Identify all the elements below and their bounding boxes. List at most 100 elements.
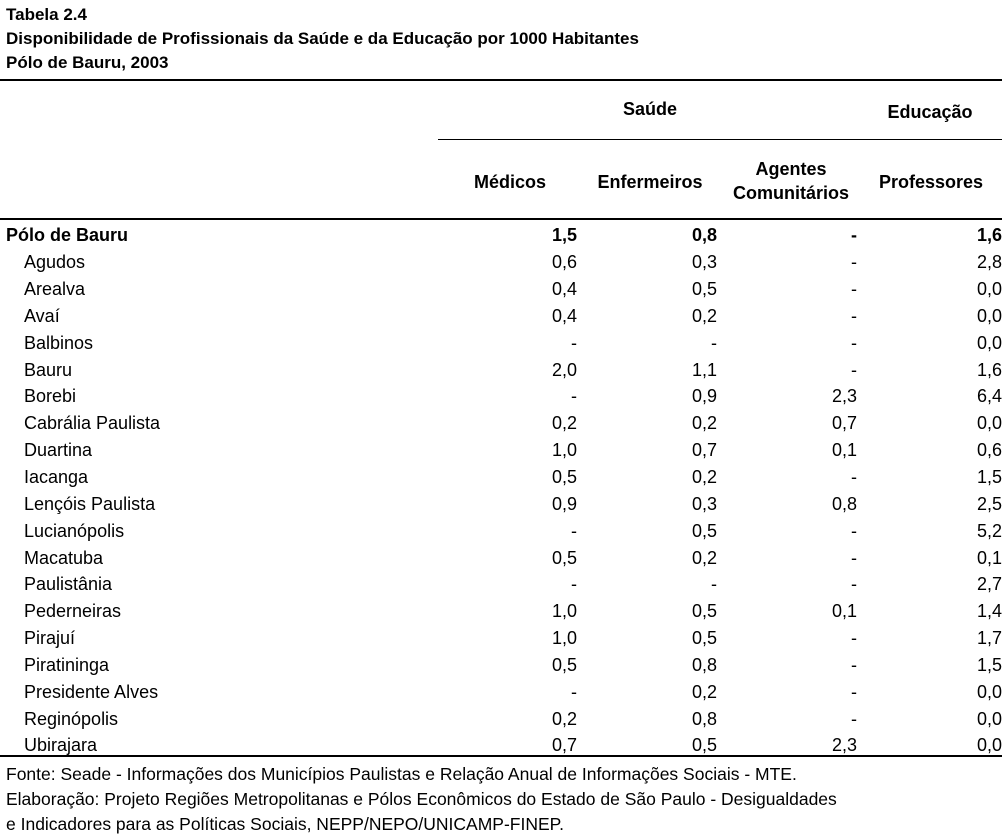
table-row: Pólo de Bauru 1,5 0,8 - 1,6 (0, 222, 1002, 249)
cell-medicos: 0,4 (551, 279, 577, 300)
cell-enfermeiros: 0,5 (691, 520, 717, 541)
row-name: Iacanga (24, 467, 89, 488)
cell-enfermeiros: 0,5 (691, 279, 717, 300)
cell-agentes: - (851, 520, 857, 541)
row-name: Piratininga (24, 654, 110, 675)
cell-medicos: 0,7 (551, 735, 577, 756)
cell-enfermeiros: 0,8 (691, 225, 717, 246)
cell-agentes: - (851, 628, 857, 649)
table-row: Duartina 1,0 0,7 0,1 0,6 (0, 437, 1002, 464)
header-agentes-line2: Comunitários (732, 183, 849, 203)
header-professores: Professores (878, 172, 984, 192)
header-group-saude: Saúde (622, 99, 678, 119)
cell-professores: 1,6 (976, 359, 1002, 380)
cell-medicos: 0,5 (551, 547, 577, 568)
cell-enfermeiros: 0,5 (691, 601, 717, 622)
cell-agentes: - (851, 467, 857, 488)
table-row: Borebi - 0,9 2,3 6,4 (0, 383, 1002, 410)
cell-enfermeiros: 0,2 (691, 681, 717, 702)
cell-enfermeiros: - (711, 332, 717, 353)
cell-professores: 0,0 (976, 413, 1002, 434)
cell-enfermeiros: 0,5 (691, 735, 717, 756)
cell-medicos: 0,4 (551, 305, 577, 326)
cell-medicos: 0,9 (551, 493, 577, 514)
cell-enfermeiros: 1,1 (691, 359, 717, 380)
cell-professores: 1,7 (976, 628, 1002, 649)
cell-medicos: 1,0 (551, 601, 577, 622)
cell-professores: 2,8 (976, 252, 1002, 273)
table-row: Cabrália Paulista 0,2 0,2 0,7 0,0 (0, 410, 1002, 437)
cell-agentes: 0,7 (831, 413, 857, 434)
cell-enfermeiros: 0,9 (691, 386, 717, 407)
cell-enfermeiros: 0,2 (691, 413, 717, 434)
cell-enfermeiros: 0,2 (691, 305, 717, 326)
cell-professores: 0,0 (976, 708, 1002, 729)
cell-medicos: 0,2 (551, 708, 577, 729)
cell-agentes: - (851, 681, 857, 702)
table-number: Tabela 2.4 (6, 5, 87, 24)
table-row: Agudos 0,6 0,3 - 2,8 (0, 249, 1002, 276)
row-name: Macatuba (24, 547, 104, 568)
elaboration-note-cont: e Indicadores para as Políticas Sociais,… (6, 814, 564, 834)
cell-agentes: - (851, 305, 857, 326)
cell-enfermeiros: 0,2 (691, 467, 717, 488)
table-row: Pederneiras 1,0 0,5 0,1 1,4 (0, 598, 1002, 625)
cell-agentes: 2,3 (831, 386, 857, 407)
row-name: Agudos (24, 252, 86, 273)
table-row: Balbinos - - - 0,0 (0, 329, 1002, 356)
table-row: Bauru 2,0 1,1 - 1,6 (0, 356, 1002, 383)
cell-professores: 2,5 (976, 493, 1002, 514)
table-row: Arealva 0,4 0,5 - 0,0 (0, 276, 1002, 303)
source-note: Fonte: Seade - Informações dos Município… (6, 764, 797, 784)
cell-medicos: - (571, 332, 577, 353)
table-row: Lucianópolis - 0,5 - 5,2 (0, 517, 1002, 544)
cell-professores: 0,0 (976, 735, 1002, 756)
cell-professores: 1,5 (976, 654, 1002, 675)
cell-medicos: - (571, 386, 577, 407)
cell-professores: 0,0 (976, 305, 1002, 326)
row-name: Lucianópolis (24, 520, 125, 541)
row-name: Pólo de Bauru (6, 225, 129, 246)
cell-agentes: - (851, 654, 857, 675)
cell-medicos: - (571, 574, 577, 595)
table-title: Disponibilidade de Profissionais da Saúd… (6, 29, 639, 48)
cell-agentes: - (851, 547, 857, 568)
row-name: Duartina (24, 440, 93, 461)
table-row: Lençóis Paulista 0,9 0,3 0,8 2,5 (0, 490, 1002, 517)
cell-agentes: 0,1 (831, 440, 857, 461)
row-name: Borebi (24, 386, 77, 407)
cell-professores: 6,4 (976, 386, 1002, 407)
cell-medicos: 0,6 (551, 252, 577, 273)
cell-agentes: 0,1 (831, 601, 857, 622)
table-subtitle: Pólo de Bauru, 2003 (6, 53, 169, 72)
cell-medicos: 0,5 (551, 654, 577, 675)
row-name: Bauru (24, 359, 73, 380)
header-group-educacao: Educação (887, 102, 973, 122)
cell-agentes: - (851, 574, 857, 595)
cell-enfermeiros: 0,8 (691, 708, 717, 729)
row-name: Pirajuí (24, 628, 76, 649)
cell-agentes: - (851, 708, 857, 729)
cell-medicos: - (571, 520, 577, 541)
cell-medicos: 1,0 (551, 628, 577, 649)
table-row: Paulistânia - - - 2,7 (0, 571, 1002, 598)
table-row: Macatuba 0,5 0,2 - 0,1 (0, 544, 1002, 571)
row-name: Balbinos (24, 332, 94, 353)
table-row: Avaí 0,4 0,2 - 0,0 (0, 303, 1002, 330)
cell-enfermeiros: - (711, 574, 717, 595)
row-name: Lençóis Paulista (24, 493, 156, 514)
table-row: Ubirajara 0,7 0,5 2,3 0,0 (0, 732, 1002, 759)
cell-agentes: - (851, 279, 857, 300)
row-name: Avaí (24, 305, 60, 326)
cell-agentes: 2,3 (831, 735, 857, 756)
cell-professores: 2,7 (976, 574, 1002, 595)
cell-enfermeiros: 0,5 (691, 628, 717, 649)
row-name: Arealva (24, 279, 86, 300)
cell-professores: 0,1 (976, 547, 1002, 568)
cell-medicos: - (571, 681, 577, 702)
cell-medicos: 0,2 (551, 413, 577, 434)
cell-professores: 0,0 (976, 681, 1002, 702)
cell-professores: 5,2 (976, 520, 1002, 541)
cell-agentes: - (851, 332, 857, 353)
header-medicos: Médicos (473, 172, 547, 192)
